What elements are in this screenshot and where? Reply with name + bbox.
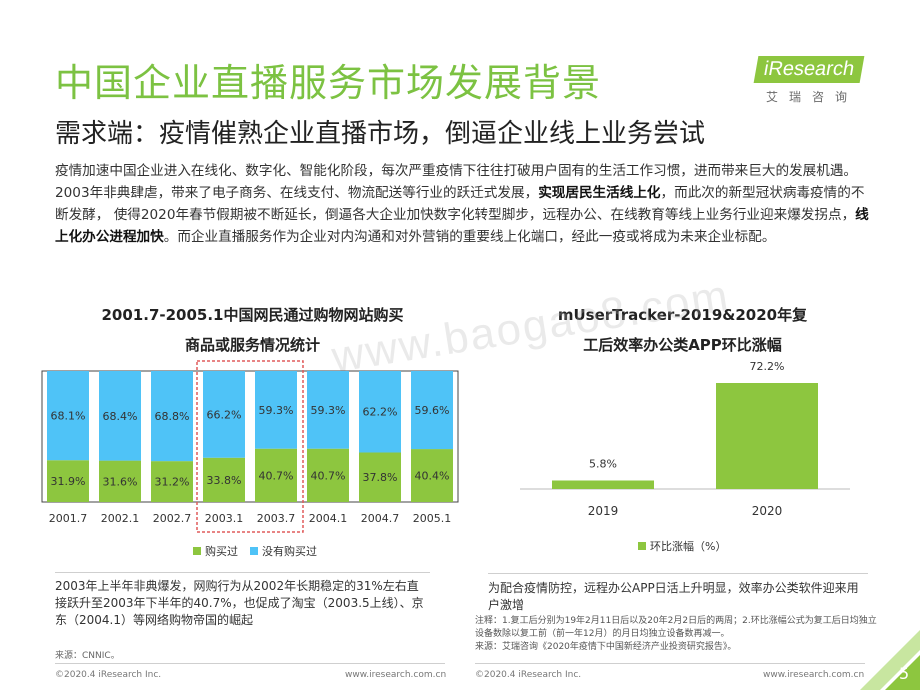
data-label: 37.8% (363, 471, 398, 484)
left-chart-title-line2: 商品或服务情况统计 (184, 336, 320, 354)
left-note: 2003年上半年非典爆发，网购行为从2002年长期稳定的31%左右直接跃升至20… (55, 572, 430, 629)
data-label: 66.2% (207, 408, 242, 421)
logo-wordmark: iResearch (753, 56, 865, 83)
legend-item-growth: 环比涨幅（%） (638, 538, 726, 554)
legend-item-not-bought: 没有购买过 (250, 543, 317, 559)
footer-divider-right (475, 663, 865, 664)
data-label: 31.9% (51, 475, 86, 488)
bar (716, 383, 818, 489)
footnote-1: 注释：1.复工后分别为19年2月11日后以及20年2月2日后的两周；2.环比涨幅… (475, 616, 877, 639)
right-note: 为配合疫情防控，远程办公APP日活上升明显，效率办公类软件迎来用户激增 (488, 573, 868, 614)
data-label: 59.6% (415, 404, 450, 417)
bar-segment (151, 461, 193, 502)
bar-segment (359, 452, 401, 502)
highlight-box (196, 360, 304, 533)
data-label: 33.8% (207, 474, 242, 487)
bar (552, 480, 654, 489)
bar-segment (255, 448, 297, 502)
bar-segment (307, 448, 349, 502)
bar-segment (151, 371, 193, 462)
x-tick-label: 2002.1 (101, 512, 140, 525)
plot-frame (41, 370, 459, 503)
right-chart-title-line2: 工后效率办公类APP环比涨幅 (583, 336, 782, 354)
bar-segment (99, 460, 141, 502)
x-tick-label: 2003.7 (257, 512, 296, 525)
legend-label-growth: 环比涨幅（%） (650, 540, 727, 553)
page-number: 5 (899, 664, 910, 683)
bar-segment (411, 449, 453, 502)
paragraph-part-2: ，而此次的新型冠状病毒疫情的不断发酵， 使得2020年春节假期被不断延长，倒逼各… (55, 185, 865, 223)
left-chart-title: 2001.7-2005.1中国网民通过购物网站购买 商品或服务情况统计 (40, 300, 465, 360)
footer-url-right: www.iresearch.com.cn (763, 670, 865, 680)
paragraph-part-3: 。而企业直播服务作为企业对内沟通和对外营销的重要线上化端口，经此一疫或将成为未来… (163, 229, 776, 245)
x-tick-label: 2004.7 (361, 512, 400, 525)
paragraph-part-1: 疫情加速中国企业进入在线化、数字化、智能化阶段，每次严重疫情下往往打破用户固有的… (55, 163, 858, 201)
bar-segment (411, 371, 453, 450)
x-tick-label: 2004.1 (309, 512, 348, 525)
bar-segment (255, 371, 297, 449)
footer-divider-left (55, 663, 445, 664)
footnote-2: 来源：艾瑞咨询《2020年疫情下中国新经济产业投资研究报告》。 (475, 642, 737, 652)
x-tick-label: 2020 (752, 504, 783, 518)
bar-segment (99, 371, 141, 461)
bar-segment (203, 371, 245, 458)
x-tick-label: 2019 (588, 504, 619, 518)
left-legend: 购买过 没有购买过 (193, 543, 329, 559)
data-label: 62.2% (363, 406, 398, 419)
legend-item-bought: 购买过 (193, 543, 238, 559)
legend-label-bought: 购买过 (205, 545, 238, 558)
data-label: 31.6% (103, 475, 138, 488)
data-label: 59.3% (311, 404, 346, 417)
data-label: 31.2% (155, 476, 190, 489)
x-tick-label: 2002.7 (153, 512, 192, 525)
data-label: 68.8% (155, 410, 190, 423)
legend-label-not-bought: 没有购买过 (262, 545, 317, 558)
x-tick-label: 2003.1 (205, 512, 244, 525)
bar-segment (359, 371, 401, 453)
data-label: 59.3% (259, 404, 294, 417)
data-label: 40.4% (415, 470, 450, 483)
legend-swatch-not-bought (250, 547, 258, 555)
left-chart-title-line1: 2001.7-2005.1中国网民通过购物网站购买 (101, 306, 404, 324)
right-chart-title: mUserTracker-2019&2020年复 工后效率办公类APP环比涨幅 (480, 300, 885, 360)
data-label: 40.7% (259, 469, 294, 482)
right-chart-title-line1: mUserTracker-2019&2020年复 (557, 306, 808, 324)
bar-segment (47, 460, 89, 502)
x-tick-label: 2001.7 (49, 512, 88, 525)
data-label: 5.8% (589, 457, 617, 470)
legend-swatch-growth (638, 542, 646, 550)
data-label: 72.2% (750, 360, 785, 373)
page-subtitle: 需求端：疫情催熟企业直播市场，倒逼企业线上业务尝试 (55, 119, 706, 149)
iresearch-logo: iResearch 艾瑞咨询 (752, 50, 878, 108)
logo-subtext: 艾瑞咨询 (766, 90, 859, 104)
footer-copyright-right: ©2020.4 iResearch Inc. (475, 670, 582, 680)
footnotes: 注释：1.复工后分别为19年2月11日后以及20年2月2日后的两周；2.环比涨幅… (475, 615, 885, 654)
data-label: 68.4% (103, 410, 138, 423)
intro-paragraph: 疫情加速中国企业进入在线化、数字化、智能化阶段，每次严重疫情下往往打破用户固有的… (55, 160, 875, 248)
footer-url-left: www.iresearch.com.cn (345, 670, 447, 680)
legend-swatch-bought (193, 547, 201, 555)
data-label: 68.1% (51, 410, 86, 423)
paragraph-bold-2: 线上化办公进程加快 (55, 207, 869, 245)
footer-copyright-left: ©2020.4 iResearch Inc. (55, 670, 162, 680)
x-tick-label: 2005.1 (413, 512, 452, 525)
source-left: 来源：CNNIC。 (55, 651, 120, 661)
bar-segment (203, 457, 245, 502)
data-label: 40.7% (311, 469, 346, 482)
bar-segment (47, 371, 89, 461)
right-legend: 环比涨幅（%） (638, 538, 738, 554)
watermark: www.baogao8.com (328, 270, 734, 383)
bar-segment (307, 371, 349, 449)
page-title: 中国企业直播服务市场发展背景 (55, 61, 602, 105)
paragraph-bold-1: 实现居民生活线上化 (538, 185, 661, 201)
